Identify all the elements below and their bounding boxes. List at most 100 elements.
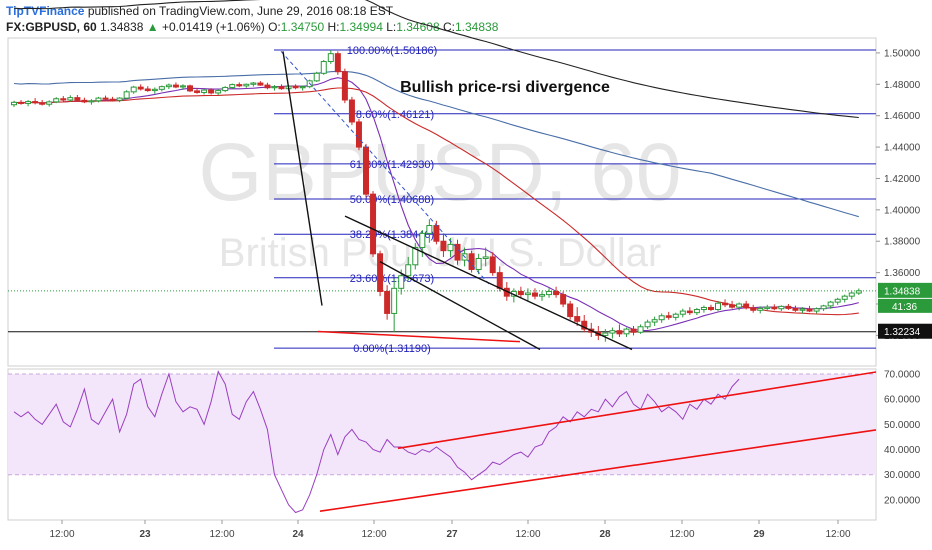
price-tick-label: 1.46000 [884, 111, 921, 122]
drop-trend-line [282, 51, 323, 306]
candle-body [334, 53, 341, 73]
candle-body [616, 330, 623, 335]
time-tick-label: 12:00 [209, 529, 234, 540]
candle-body [764, 306, 771, 309]
price-tick-label: 1.40000 [884, 205, 921, 216]
candle-body [792, 307, 799, 311]
candle-body [201, 89, 208, 93]
candle-body [60, 98, 67, 101]
ma-slow-line [13, 70, 859, 218]
close-value: 1.34838 [454, 20, 499, 34]
watermark-symbol: GBPUSD, 60 [198, 127, 681, 218]
candle-body [165, 84, 172, 88]
candle-body [581, 320, 588, 330]
published-text: published on TradingView.com, June 29, 2… [87, 4, 394, 18]
channel-lower-line [379, 261, 541, 351]
candle-body [553, 290, 560, 296]
price-tick-label: 1.48000 [884, 80, 921, 91]
low-label: L: [386, 20, 397, 34]
candle-body [686, 310, 693, 314]
candle-body [222, 86, 229, 92]
last-price: 1.34838 [100, 20, 144, 34]
candle-body [384, 290, 391, 314]
price-change: +0.01419 (+1.06%) [162, 20, 265, 34]
watermark-name: British Pound/U.S. Dollar [219, 231, 661, 275]
candle-body [67, 97, 74, 101]
candle-body [799, 308, 806, 311]
last-price-badge [878, 282, 932, 298]
price-tick-label: 1.50000 [884, 48, 921, 59]
candle-body [679, 310, 686, 315]
high-label: H: [327, 20, 340, 34]
low-value: 1.34608 [396, 20, 440, 34]
candle-body [25, 101, 32, 104]
candle-body [524, 292, 531, 296]
candle-body [355, 121, 362, 148]
header-line-2: FX:GBPUSD, 60 1.34838 ▲ +0.01419 (+1.06%… [6, 20, 498, 34]
candle-body [158, 86, 165, 90]
candle-body [672, 313, 679, 318]
candle-body [722, 302, 729, 306]
candle-body [574, 316, 581, 322]
candle-body [848, 292, 855, 297]
candle-body [482, 256, 489, 259]
candle-body [215, 90, 222, 94]
candle-body [602, 332, 609, 336]
candle-body [827, 301, 834, 307]
candle-body [151, 88, 158, 92]
candle-body [299, 86, 306, 89]
candle-body [757, 307, 764, 311]
time-tick-label: 27 [446, 529, 458, 540]
time-tick-label: 12:00 [49, 529, 74, 540]
fib-level-label: 23.60%(1.35673) [350, 273, 434, 285]
candle-body [236, 84, 243, 87]
countdown-badge-text: 41:36 [892, 302, 917, 313]
candle-body [820, 305, 827, 310]
candle-body [771, 306, 778, 310]
ma-fast-line [13, 77, 859, 332]
price-tick-label: 1.42000 [884, 174, 921, 185]
fib-level-label: 50.00%(1.40688) [350, 194, 434, 206]
time-tick-label: 23 [139, 529, 151, 540]
countdown-badge [878, 298, 932, 313]
candle-body [496, 272, 503, 289]
candle-body [370, 193, 377, 255]
chart-header: TipTVFinance published on TradingView.co… [0, 0, 932, 36]
candle-body [637, 326, 644, 333]
symbol-label: FX:GBPUSD, 60 [6, 20, 97, 34]
candle-body [123, 91, 130, 99]
candle-body [567, 303, 574, 318]
candle-body [729, 304, 736, 308]
fib-diagonal-dashed [280, 51, 491, 286]
candle-body [433, 225, 440, 242]
divergence-annotation: Bullish price-rsi divergence [400, 79, 610, 96]
candle-body [623, 328, 630, 335]
time-tick-label: 28 [599, 529, 611, 540]
candle-body [208, 89, 215, 94]
candle-body [855, 290, 862, 294]
candle-body [278, 86, 285, 90]
candle-body [560, 294, 567, 305]
candle-body [531, 292, 538, 297]
price-panel-frame [7, 37, 877, 367]
candle-body [179, 85, 186, 88]
candle-body [841, 295, 848, 300]
candle-body [130, 86, 137, 93]
rsi-tick-label: 40.0000 [884, 445, 921, 456]
candle-body [18, 101, 25, 104]
channel-upper-line [344, 215, 633, 351]
candle-body [11, 101, 17, 106]
ma-long-line [13, 0, 859, 119]
candle-body [341, 71, 348, 101]
candle-body [172, 84, 179, 88]
time-tick-label: 29 [753, 529, 765, 540]
rsi-tick-label: 30.0000 [884, 470, 921, 481]
candle-body [187, 85, 193, 92]
candle-body [398, 275, 405, 289]
price-tick-label: 1.44000 [884, 143, 921, 154]
candle-body [348, 99, 355, 123]
time-tick-label: 24 [292, 529, 304, 540]
support-price-badge-text: 1.32234 [884, 327, 921, 338]
rsi-tick-label: 60.0000 [884, 395, 921, 406]
